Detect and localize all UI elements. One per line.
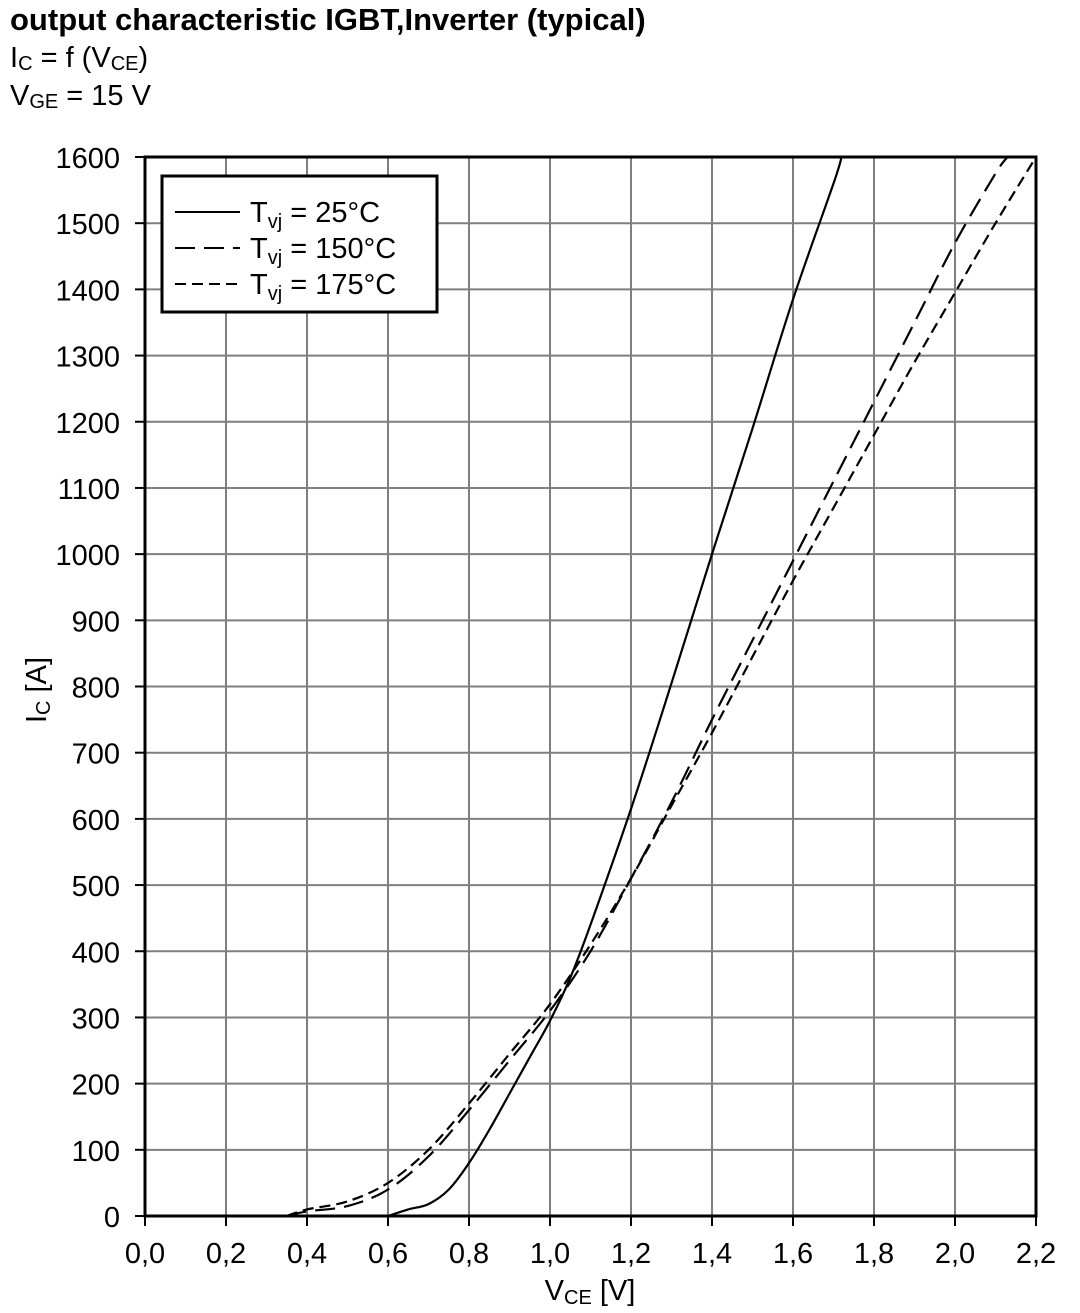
x-tick-label: 1,2 bbox=[611, 1238, 651, 1270]
x-tick-label: 0,4 bbox=[287, 1238, 327, 1270]
x-tick-label: 1,0 bbox=[530, 1238, 570, 1270]
x-tick-label: 2,2 bbox=[1016, 1238, 1056, 1270]
y-tick-label: 600 bbox=[72, 805, 120, 837]
y-tick-label: 1500 bbox=[55, 209, 120, 241]
grid-lines bbox=[145, 157, 1036, 1216]
y-tick-label: 200 bbox=[72, 1070, 120, 1102]
x-tick-label: 1,4 bbox=[692, 1238, 732, 1270]
y-tick-label: 1300 bbox=[55, 342, 120, 374]
x-tick-label: 0,0 bbox=[125, 1238, 165, 1270]
legend-label-25c: Tvj = 25°C bbox=[250, 197, 380, 233]
x-tick-label: 1,8 bbox=[854, 1238, 894, 1270]
y-tick-label: 700 bbox=[72, 739, 120, 771]
y-tick-label: 1400 bbox=[55, 275, 120, 307]
x-tick-label: 2,0 bbox=[935, 1238, 975, 1270]
x-tick-label: 0,2 bbox=[206, 1238, 246, 1270]
chart-subtitle-condition: VGE = 15 V bbox=[10, 80, 151, 113]
legend-box bbox=[160, 174, 439, 314]
y-axis-label: IC [A] bbox=[21, 657, 55, 723]
y-tick-label: 1100 bbox=[58, 474, 120, 506]
x-tick-labels: 0,0 0,2 0,4 0,6 0,8 1,0 1,2 1,4 1,6 1,8 2,0 2,2 bbox=[125, 1238, 1056, 1270]
x-axis-label: VCE [V] bbox=[545, 1275, 636, 1309]
y-tick-label: 800 bbox=[72, 673, 120, 705]
y-tick-label: 0 bbox=[104, 1202, 120, 1234]
legend-label-150c: Tvj = 150°C bbox=[250, 233, 396, 269]
legend-label-175c: Tvj = 175°C bbox=[250, 269, 396, 305]
y-tick-label: 300 bbox=[72, 1003, 120, 1035]
y-tick-labels: 0 100 200 300 400 500 600 700 800 900 1000 1100 1200… bbox=[55, 143, 120, 1234]
x-tick-label: 1,6 bbox=[773, 1238, 813, 1270]
y-tick-label: 100 bbox=[72, 1136, 120, 1168]
y-tick-label: 500 bbox=[72, 871, 120, 903]
x-tick-label: 0,8 bbox=[449, 1238, 489, 1270]
curve-tvj-175c bbox=[286, 156, 1037, 1218]
legend: Tvj = 25°C Tvj = 150°C Tvj = 175°C bbox=[160, 174, 439, 314]
y-tick-label: 1600 bbox=[55, 143, 120, 175]
chart-subtitle-function: IC = f (VCE) bbox=[10, 42, 149, 75]
y-tick-label: 1200 bbox=[55, 408, 120, 440]
curve-tvj-150c bbox=[286, 156, 1009, 1218]
chart-title: output characteristic IGBT,Inverter (typ… bbox=[10, 2, 646, 37]
ticks bbox=[135, 156, 1037, 1226]
curve-tvj-25c bbox=[387, 156, 843, 1218]
y-tick-label: 1000 bbox=[55, 540, 120, 572]
x-tick-label: 0,6 bbox=[368, 1238, 408, 1270]
y-tick-label: 400 bbox=[72, 937, 120, 969]
curves bbox=[286, 156, 1037, 1218]
y-tick-label: 900 bbox=[72, 606, 120, 638]
